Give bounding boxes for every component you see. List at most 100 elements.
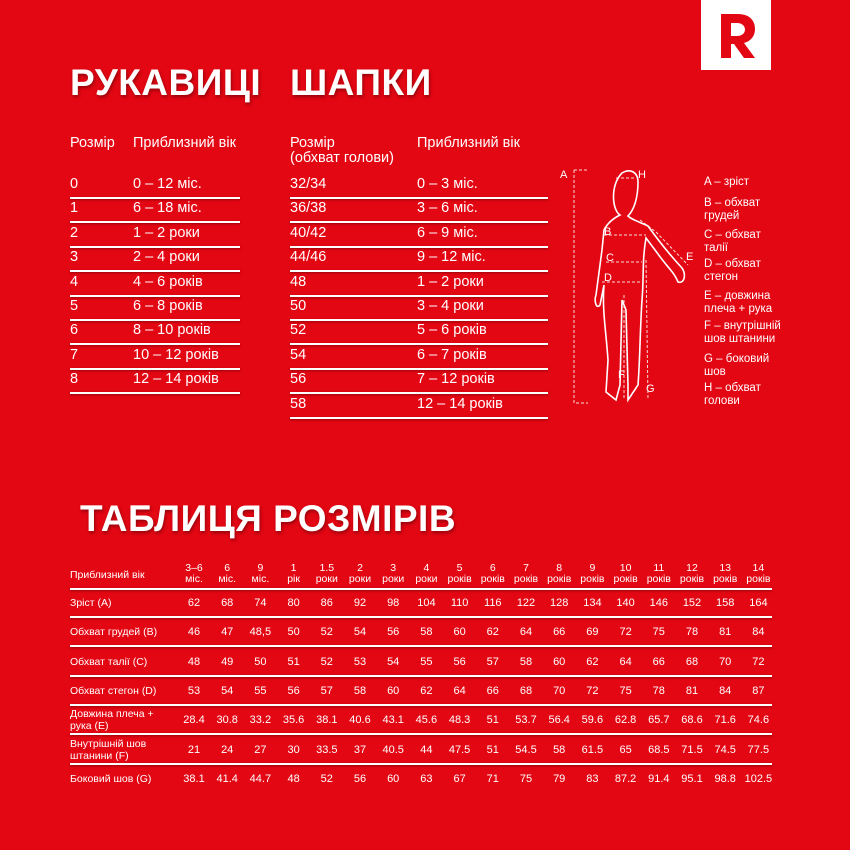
- value-cell: 53: [187, 684, 201, 697]
- value-cell: 54: [387, 655, 400, 668]
- row-divider: [290, 197, 548, 199]
- column-header: років: [679, 573, 705, 585]
- size-cell: 36/38: [290, 200, 327, 217]
- column-header: 6: [224, 562, 231, 574]
- row-divider: [290, 416, 548, 419]
- row-divider: [70, 645, 772, 648]
- value-cell: 47: [221, 626, 234, 639]
- row-divider: [290, 221, 548, 224]
- column-header: 1.5: [319, 562, 335, 574]
- label-f: F: [618, 369, 625, 381]
- value-cell: 40.6: [349, 714, 371, 727]
- column-header: років: [580, 573, 605, 585]
- age-cell: 0 – 12 міс.: [133, 176, 202, 192]
- value-cell: 72: [752, 655, 765, 668]
- legend-item: C – обхват: [704, 229, 761, 241]
- age-cell: 2 – 4 роки: [133, 249, 200, 266]
- legend-item: E – довжина: [704, 290, 771, 302]
- value-cell: 55: [254, 684, 267, 697]
- column-header: 4: [423, 562, 430, 574]
- value-cell: 71: [486, 772, 499, 785]
- value-cell: 62: [420, 684, 433, 697]
- size-cell: 58: [290, 395, 307, 412]
- column-header: років: [713, 573, 738, 585]
- value-cell: 41.4: [216, 772, 238, 785]
- value-cell: 71.5: [681, 743, 703, 756]
- value-cell: 55: [420, 655, 433, 668]
- legend-item: шов: [704, 366, 726, 378]
- column-header: міс.: [185, 573, 203, 585]
- corner-label: Приблизний вік: [70, 569, 145, 581]
- value-cell: 74: [254, 597, 267, 609]
- row-divider: [70, 616, 772, 618]
- column-header: років: [480, 573, 505, 585]
- size-cell: 54: [290, 346, 307, 363]
- logo-r-icon: [721, 14, 755, 58]
- value-cell: 72: [619, 626, 632, 639]
- value-cell: 72: [586, 684, 599, 697]
- value-cell: 87.2: [614, 772, 637, 785]
- size-cell: 52: [290, 322, 307, 339]
- value-cell: 59.6: [581, 714, 604, 727]
- row-divider: [70, 270, 240, 273]
- size-cell: 7: [70, 346, 79, 363]
- row-divider: [290, 343, 548, 346]
- age-cell: 7 – 12 років: [417, 371, 495, 388]
- value-cell: 64: [453, 684, 466, 697]
- age-cell: 6 – 7 років: [417, 346, 487, 363]
- row-divider: [290, 392, 548, 395]
- value-cell: 56.4: [548, 714, 570, 727]
- value-cell: 40.5: [382, 743, 404, 756]
- column-header: 10: [619, 562, 632, 574]
- value-cell: 54.5: [515, 743, 537, 756]
- legend-item: голови: [704, 395, 740, 407]
- value-cell: 57: [320, 684, 333, 697]
- legend-item: G – боковий: [704, 353, 770, 365]
- age-cell: 3 – 6 міс.: [417, 200, 478, 217]
- row-divider: [70, 221, 240, 224]
- value-cell: 146: [649, 597, 668, 609]
- value-cell: 74.5: [714, 743, 736, 756]
- value-cell: 30.8: [216, 714, 238, 727]
- column-header: 2: [357, 562, 363, 574]
- size-cell: 0: [70, 176, 79, 192]
- legend-item: грудей: [704, 210, 740, 222]
- size-table-title: ТАБЛИЦЯ РОЗМІРІВ: [80, 498, 457, 539]
- value-cell: 110: [450, 597, 469, 609]
- value-cell: 75: [519, 772, 533, 785]
- value-cell: 48,5: [249, 626, 272, 639]
- column-header: 13: [719, 562, 732, 574]
- value-cell: 56: [287, 684, 300, 697]
- value-cell: 60: [387, 772, 400, 785]
- value-cell: 122: [516, 597, 536, 609]
- value-cell: 58: [353, 684, 367, 697]
- value-cell: 68.6: [681, 714, 703, 727]
- hats-header-size-sub: (обхват голови): [290, 150, 394, 166]
- column-header: 5: [456, 562, 463, 574]
- value-cell: 91.4: [648, 772, 670, 785]
- value-cell: 66: [486, 684, 499, 697]
- size-cell: 5: [70, 298, 79, 314]
- value-cell: 66: [652, 655, 665, 668]
- column-header: років: [613, 573, 638, 585]
- value-cell: 65.7: [648, 714, 670, 727]
- row-divider: [290, 245, 548, 248]
- label-h: H: [638, 169, 646, 181]
- age-cell: 4 – 6 років: [133, 273, 203, 290]
- value-cell: 30: [287, 743, 300, 756]
- body-figure: A B C D E F G H: [560, 169, 693, 404]
- row-divider: [70, 197, 240, 199]
- value-cell: 164: [749, 597, 768, 609]
- value-cell: 84: [752, 626, 765, 639]
- value-cell: 51: [287, 655, 300, 668]
- column-header: років: [746, 573, 771, 585]
- value-cell: 62.8: [614, 714, 637, 727]
- row-divider: [290, 270, 548, 273]
- value-cell: 56: [387, 626, 400, 639]
- label-c: C: [606, 252, 614, 264]
- label-a: A: [560, 169, 568, 181]
- label-d: D: [604, 272, 612, 284]
- column-header: роки: [315, 573, 338, 585]
- value-cell: 61.5: [581, 743, 604, 756]
- row-divider: [70, 245, 240, 248]
